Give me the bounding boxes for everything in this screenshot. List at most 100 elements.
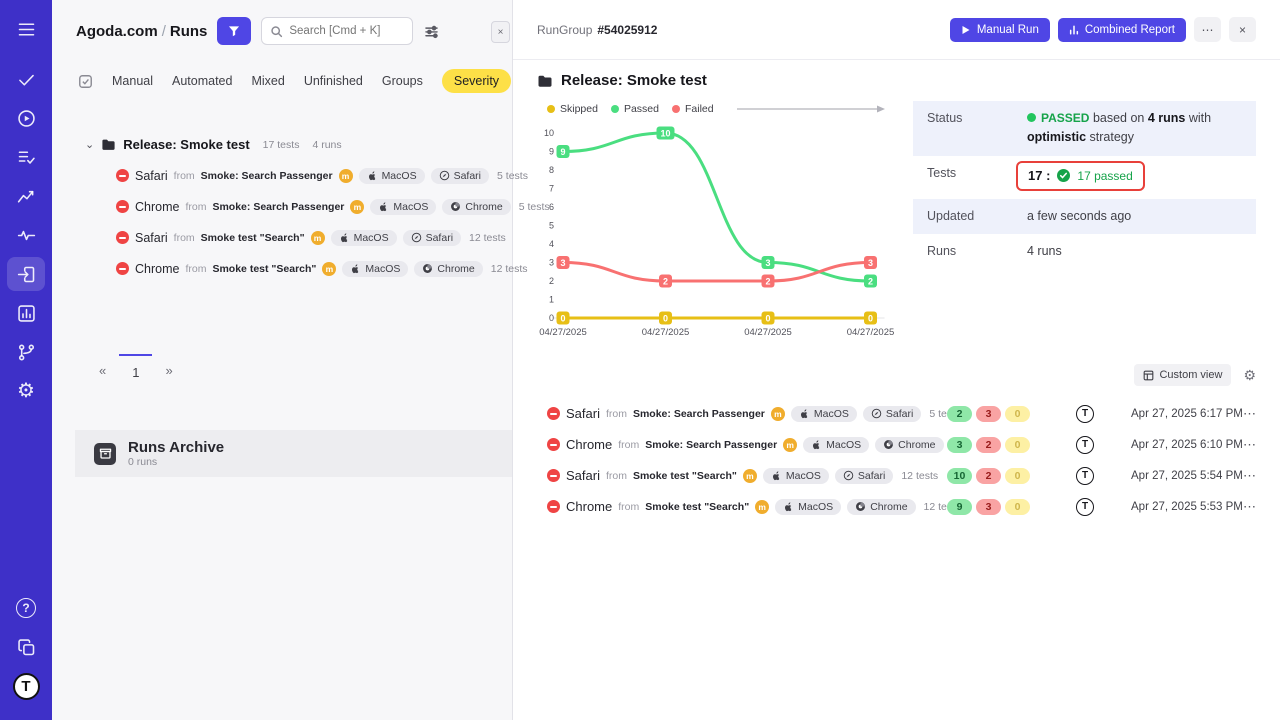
collapse-panel-button[interactable]: × (491, 21, 510, 43)
table-settings-gear-icon[interactable]: ⚙ (1243, 366, 1256, 383)
run-tests-count: 12 tests (490, 262, 528, 275)
test-list-icon[interactable] (7, 140, 45, 174)
browser-chip: Safari (834, 467, 894, 484)
svg-text:3: 3 (549, 258, 554, 268)
sliders-icon[interactable] (423, 23, 440, 40)
tab-severity[interactable]: Severity (441, 69, 512, 93)
run-suite-name: Smoke test "Search" (632, 469, 737, 482)
manual-badge: m (322, 261, 337, 276)
svg-text:0: 0 (765, 314, 770, 324)
logo-avatar[interactable]: T (7, 669, 45, 703)
os-chip: MacOS (342, 260, 409, 277)
table-row[interactable]: Safari from Smoke: Search Passenger m Ma… (547, 398, 1256, 429)
close-button[interactable]: × (1229, 17, 1256, 42)
svg-text:9: 9 (549, 147, 554, 157)
run-list-item[interactable]: Safari from Smoke test "Search" m MacOS … (52, 222, 512, 253)
funnel-icon (229, 26, 240, 37)
pagination-prev-button[interactable]: « (86, 354, 119, 378)
arrow-right-icon (736, 105, 885, 113)
os-chip: MacOS (330, 229, 397, 246)
manual-badge: m (350, 199, 365, 214)
breadcrumb-project[interactable]: Agoda.com (76, 22, 158, 40)
row-more-button[interactable]: ⋯ (1243, 436, 1256, 452)
run-list-item[interactable]: Safari from Smoke: Search Passenger m Ma… (52, 160, 528, 191)
failed-count-badge: 3 (976, 405, 1001, 422)
filter-button[interactable] (217, 17, 252, 45)
combined-report-button[interactable]: Combined Report (1057, 17, 1186, 42)
os-chip: MacOS (775, 498, 842, 515)
svg-text:2: 2 (765, 277, 770, 287)
tab-groups[interactable]: Groups (382, 70, 423, 92)
svg-text:10: 10 (660, 129, 670, 139)
browser-chip: Safari (430, 167, 490, 184)
run-from-label: from (185, 262, 207, 275)
projects-icon[interactable] (7, 630, 45, 664)
table-row[interactable]: Chrome from Smoke: Search Passenger m Ma… (547, 429, 1256, 460)
row-more-button[interactable]: ⋯ (1243, 467, 1256, 483)
legend-passed: Passed (610, 103, 659, 115)
user-avatar: T (1076, 497, 1094, 516)
failed-status-icon (547, 407, 560, 420)
menu-icon[interactable] (7, 12, 45, 46)
select-all-checkbox-icon[interactable] (78, 74, 93, 89)
pagination: « 1 » (52, 354, 512, 380)
manual-run-button[interactable]: Manual Run (949, 17, 1050, 42)
run-suite-name: Smoke: Search Passenger (200, 169, 333, 182)
os-chip: MacOS (762, 467, 829, 484)
check-icon[interactable] (7, 62, 45, 96)
reports-icon[interactable] (7, 296, 45, 330)
runs-archive-row[interactable]: Runs Archive 0 runs (75, 430, 512, 477)
search-input[interactable] (289, 25, 402, 37)
run-browser-name: Safari (135, 230, 168, 245)
run-timestamp: Apr 27, 2025 6:10 PM (1131, 438, 1243, 451)
svg-text:0: 0 (868, 314, 873, 324)
macos-apple-icon (785, 502, 792, 512)
run-list-item[interactable]: Chrome from Smoke test "Search" m MacOS … (52, 253, 528, 284)
tab-automated[interactable]: Automated (172, 70, 232, 92)
svg-text:4: 4 (549, 239, 554, 249)
browser-chip: Chrome (847, 498, 916, 515)
archive-text: Runs Archive 0 runs (128, 439, 224, 468)
run-tests-count: 5 tests (518, 200, 550, 213)
breadcrumb: Agoda.com / Runs (76, 23, 207, 40)
folder-icon (102, 139, 115, 150)
help-icon[interactable]: ? (7, 591, 45, 625)
tab-unfinished[interactable]: Unfinished (304, 70, 363, 92)
pagination-next-button[interactable]: » (152, 354, 185, 378)
rungroup-details-table: Status PASSED based on 4 runs with optim… (913, 101, 1256, 348)
pagination-page-1[interactable]: 1 (119, 354, 153, 380)
more-options-button[interactable]: ⋯ (1194, 17, 1221, 42)
tab-manual[interactable]: Manual (112, 70, 153, 92)
run-suite-name: Smoke test "Search" (200, 231, 305, 244)
pulse-icon[interactable] (7, 218, 45, 252)
table-row[interactable]: Safari from Smoke test "Search" m MacOS … (547, 460, 1256, 491)
analytics-icon[interactable] (7, 179, 45, 213)
svg-text:3: 3 (765, 258, 770, 268)
branches-icon[interactable] (7, 335, 45, 369)
updated-value: a few seconds ago (1027, 208, 1132, 223)
result-badges: 2 3 0 (947, 405, 1039, 422)
settings-gear-icon[interactable]: ⚙ (7, 374, 45, 408)
chevron-down-icon[interactable]: ⌄ (85, 139, 95, 151)
browser-chip: Chrome (875, 436, 944, 453)
svg-text:3: 3 (560, 258, 565, 268)
runs-import-icon[interactable] (7, 257, 45, 291)
run-group-row[interactable]: ⌄ Release: Smoke test 17 tests 4 runs (52, 137, 512, 152)
tests-label: Tests (927, 165, 957, 180)
run-list-item[interactable]: Chrome from Smoke: Search Passenger m Ma… (52, 191, 550, 222)
row-more-button[interactable]: ⋯ (1243, 498, 1256, 514)
run-browser-name: Chrome (566, 499, 613, 514)
user-avatar: T (1076, 435, 1094, 454)
svg-text:04/27/2025: 04/27/2025 (847, 327, 895, 338)
run-suite-name: Smoke test "Search" (645, 500, 750, 513)
result-badges: 10 2 0 (947, 467, 1039, 484)
tab-mixed[interactable]: Mixed (251, 70, 284, 92)
os-chip: MacOS (370, 198, 437, 215)
row-more-button[interactable]: ⋯ (1243, 405, 1256, 421)
play-circle-icon[interactable] (7, 101, 45, 135)
table-row[interactable]: Chrome from Smoke test "Search" m MacOS … (547, 491, 1256, 522)
custom-view-button[interactable]: Custom view (1134, 364, 1232, 386)
runs-row: Runs 4 runs (913, 234, 1256, 269)
run-group-tests-count: 17 tests (262, 138, 300, 151)
report-bars-icon (1069, 25, 1078, 34)
